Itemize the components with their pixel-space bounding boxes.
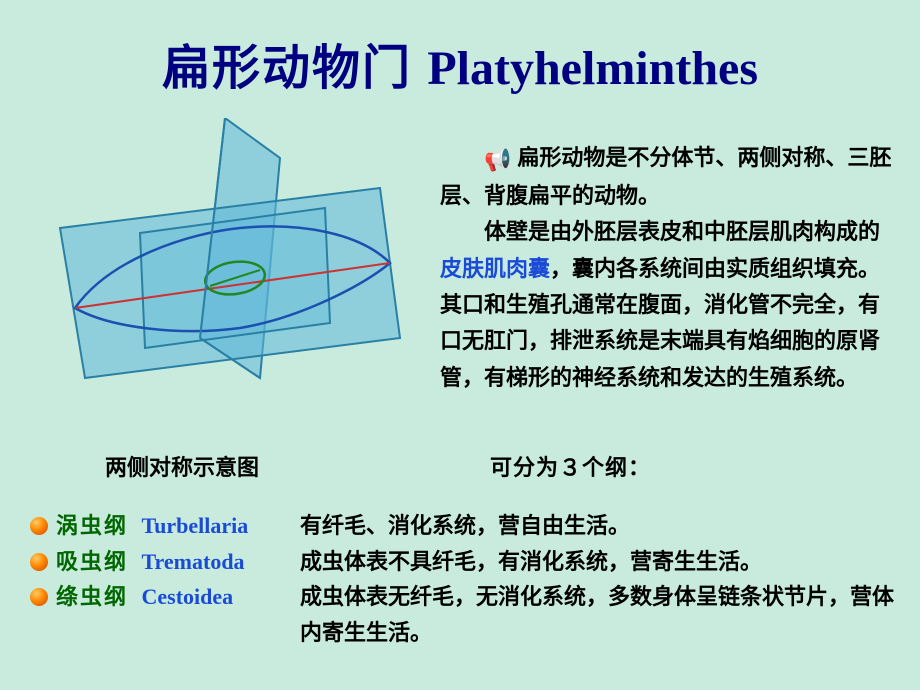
- class-desc: 成虫体表不具纤毛，有消化系统，营寄生生活。: [300, 544, 895, 580]
- highlight-term: 皮肤肌肉囊: [440, 256, 550, 281]
- class-cn: 涡虫纲: [56, 508, 136, 544]
- para-line2a: 体壁是由外胚层表皮和中胚层肌肉构成的: [484, 219, 880, 244]
- sound-icon[interactable]: 📢: [484, 142, 511, 178]
- class-name-list: 涡虫纲 Turbellaria 吸虫纲 Trematoda 绦虫纲 Cestoi…: [30, 508, 248, 615]
- bullet-icon: [30, 588, 48, 606]
- class-description-block: 有纤毛、消化系统，营自由生活。 成虫体表不具纤毛，有消化系统，营寄生生活。 成虫…: [300, 508, 895, 651]
- class-latin: Cestoidea: [142, 584, 234, 609]
- class-cn: 吸虫纲: [56, 544, 136, 580]
- page-title: 扁形动物门 Platyhelminthes: [0, 28, 920, 98]
- class-latin: Trematoda: [142, 549, 245, 574]
- class-row: 吸虫纲 Trematoda: [30, 544, 248, 580]
- diagram-caption: 两侧对称示意图: [105, 450, 259, 482]
- bullet-icon: [30, 517, 48, 535]
- class-desc: 有纤毛、消化系统，营自由生活。: [300, 508, 895, 544]
- class-row: 涡虫纲 Turbellaria: [30, 508, 248, 544]
- class-desc: 成虫体表无纤毛，无消化系统，多数身体呈链条状节片，营体内寄生生活。: [300, 579, 895, 650]
- bilateral-symmetry-diagram: [50, 118, 410, 408]
- class-subtitle: 可分为３个纲：: [490, 450, 651, 482]
- bullet-icon: [30, 553, 48, 571]
- description-paragraph: 📢扁形动物是不分体节、两侧对称、三胚层、背腹扁平的动物。 体壁是由外胚层表皮和中…: [440, 140, 895, 396]
- title-cn: 扁形动物门: [162, 42, 412, 95]
- class-latin: Turbellaria: [142, 513, 249, 538]
- class-row: 绦虫纲 Cestoidea: [30, 579, 248, 615]
- title-latin: Platyhelminthes: [427, 42, 758, 95]
- class-cn: 绦虫纲: [56, 579, 136, 615]
